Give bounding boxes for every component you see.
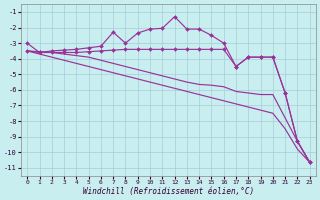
- X-axis label: Windchill (Refroidissement éolien,°C): Windchill (Refroidissement éolien,°C): [83, 187, 254, 196]
